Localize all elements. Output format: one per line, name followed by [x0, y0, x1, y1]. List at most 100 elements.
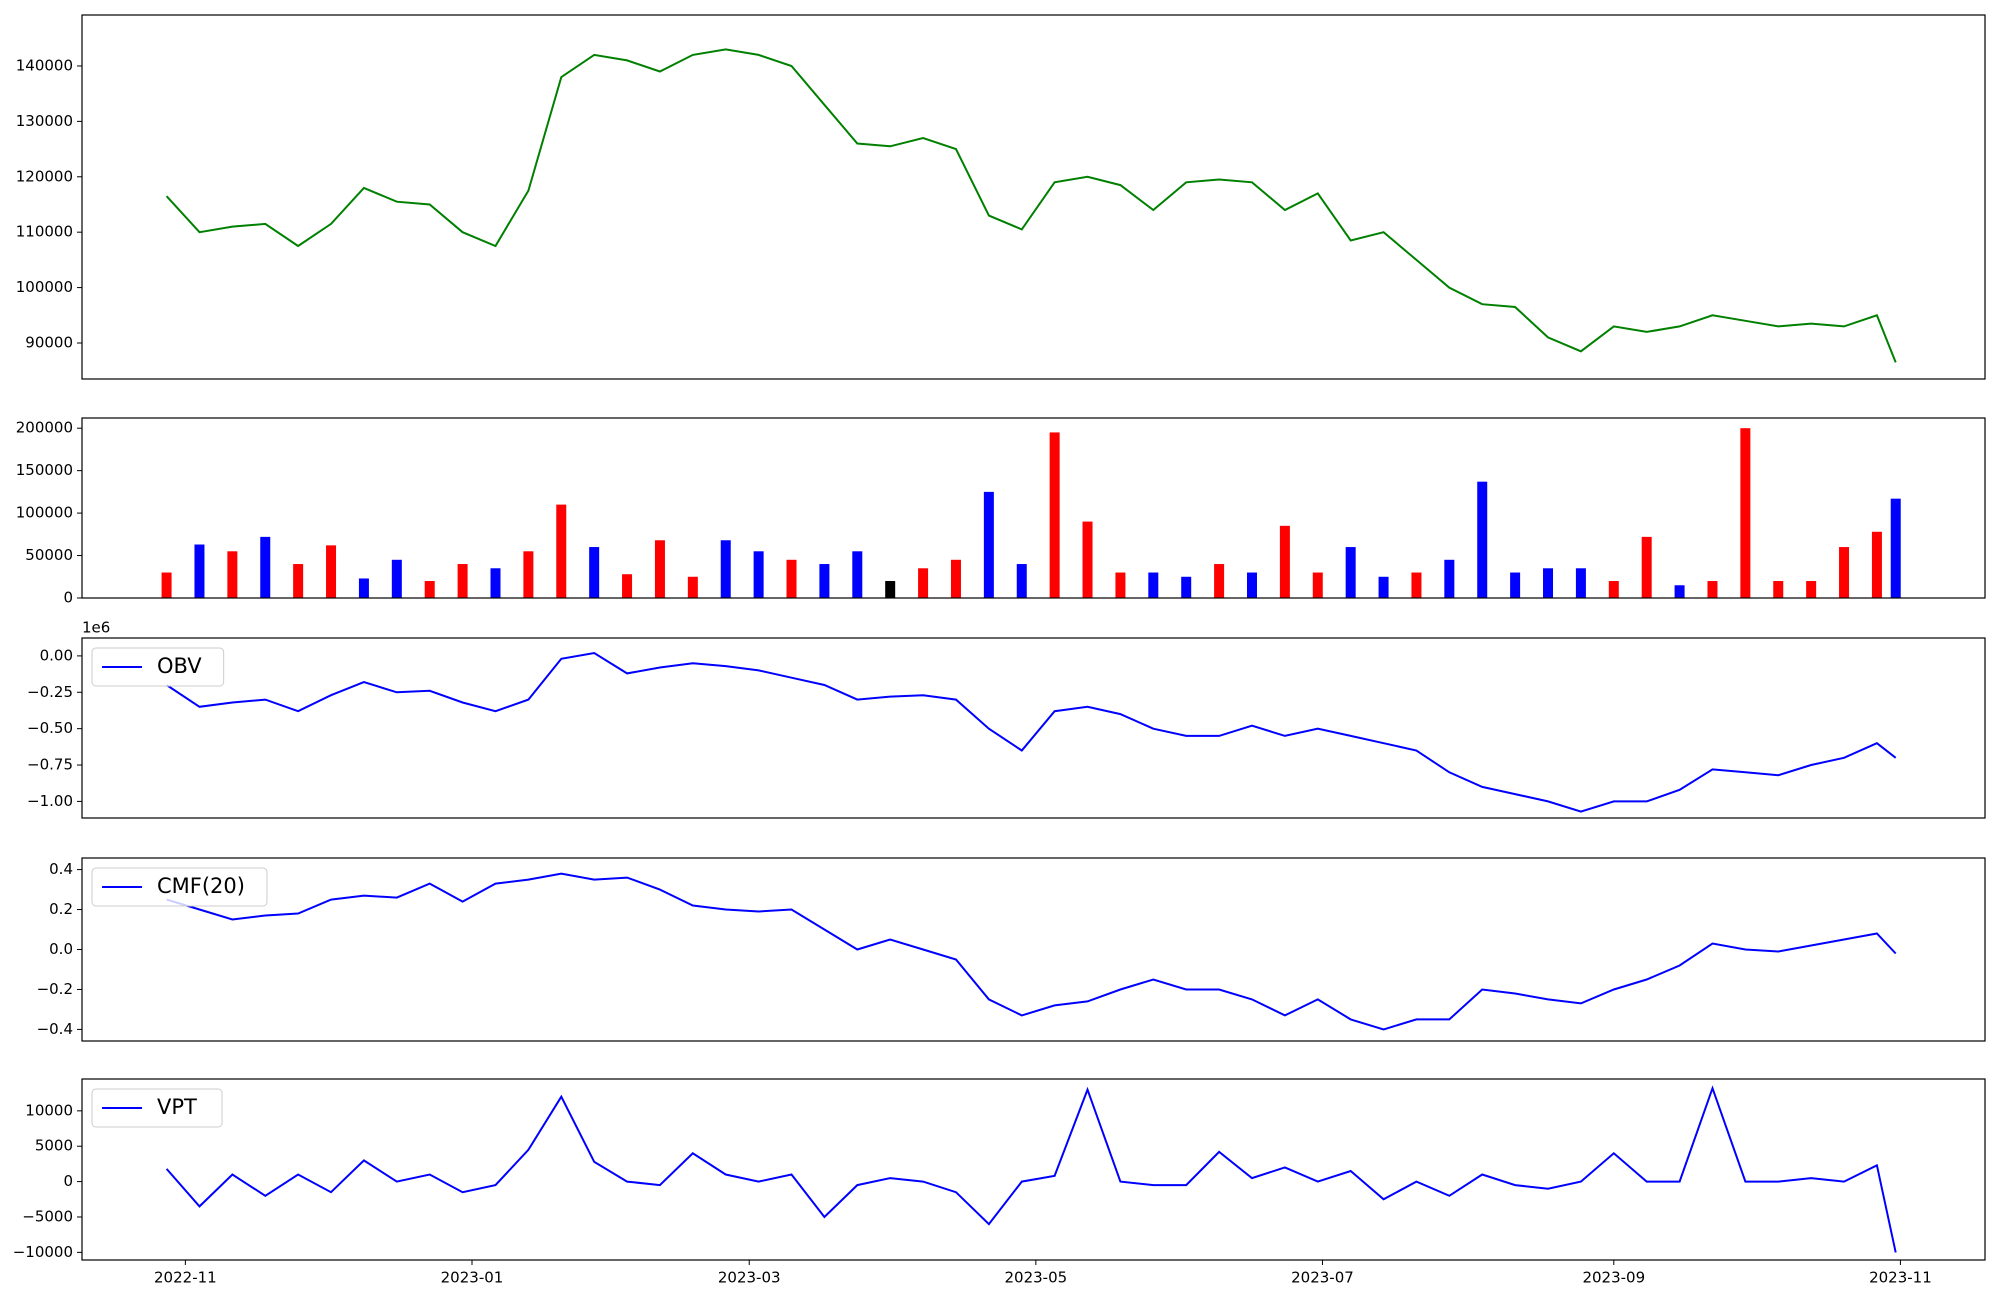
bar	[950, 559, 961, 598]
bar	[326, 545, 337, 598]
line	[165, 48, 1897, 363]
y-tick-label: −0.50	[27, 719, 73, 737]
axes-frame	[81, 857, 1986, 1042]
y-tick-label: 100000	[16, 504, 73, 522]
y-tick-label: 0.0	[49, 940, 73, 958]
bar	[227, 551, 238, 598]
bar	[1510, 572, 1521, 598]
bar	[1148, 572, 1159, 598]
bar	[589, 547, 600, 598]
y-tick-label: −10000	[13, 1243, 73, 1261]
y-tick-label: 150000	[16, 461, 73, 479]
bar	[1575, 568, 1586, 598]
bar	[1444, 559, 1455, 598]
axes-frame	[81, 417, 1986, 599]
line	[165, 1085, 1897, 1253]
y-tick-label: 120000	[16, 167, 73, 185]
bar	[1674, 585, 1685, 598]
bar	[490, 568, 501, 598]
bar	[1773, 581, 1784, 598]
bar	[424, 581, 435, 598]
axes-frame	[81, 1078, 1986, 1261]
bar	[1411, 572, 1422, 598]
legend-label: VPT	[157, 1095, 197, 1119]
y-tick-label: 0	[63, 589, 73, 607]
x-tick-label: 2022-11	[154, 1269, 217, 1287]
bar	[918, 568, 929, 598]
x-tick-label: 2023-01	[441, 1269, 504, 1287]
y-tick-label: 0.4	[49, 860, 73, 878]
y-tick-label: 10000	[25, 1101, 73, 1119]
y-tick-label: −0.2	[37, 980, 73, 998]
bar	[753, 551, 764, 598]
y-tick-label: 0	[63, 1172, 73, 1190]
bar	[161, 572, 172, 598]
bar	[1543, 568, 1554, 598]
y-tick-label: 130000	[16, 112, 73, 130]
bar	[1181, 576, 1192, 598]
x-tick-label: 2023-03	[718, 1269, 781, 1287]
bar	[1345, 547, 1356, 598]
x-tick-label: 2023-07	[1291, 1269, 1354, 1287]
x-tick-label: 2023-09	[1582, 1269, 1645, 1287]
y-tick-label: −0.25	[27, 683, 73, 701]
axes-frame	[81, 637, 1986, 819]
bar	[983, 491, 994, 598]
offset-text: 1e6	[82, 619, 110, 637]
bar	[622, 574, 633, 598]
y-tick-label: 0.2	[49, 900, 73, 918]
bar	[457, 564, 468, 598]
y-tick-label: 110000	[16, 223, 73, 241]
bar	[1740, 428, 1751, 598]
bar	[1016, 564, 1027, 598]
bar	[1477, 481, 1488, 598]
bar	[885, 581, 896, 598]
x-tick-label: 2023-11	[1869, 1269, 1932, 1287]
bar	[1707, 581, 1718, 598]
legend-box	[91, 867, 268, 907]
bar	[260, 536, 271, 598]
legend-label: OBV	[157, 654, 202, 678]
x-tick-label: 2023-05	[1005, 1269, 1068, 1287]
axes-frame	[81, 14, 1986, 380]
bar	[1115, 572, 1126, 598]
bar	[194, 544, 205, 598]
bar	[391, 559, 402, 598]
bar	[1082, 521, 1093, 598]
bar	[1246, 572, 1257, 598]
bar	[1871, 531, 1882, 598]
bar	[1049, 432, 1060, 598]
legend-box	[91, 1088, 223, 1128]
bar	[1279, 525, 1290, 598]
bar	[1839, 547, 1850, 598]
bar	[852, 551, 863, 598]
legend-box	[91, 647, 225, 687]
line	[166, 872, 1897, 1031]
bar	[687, 576, 698, 598]
y-tick-label: 50000	[25, 546, 73, 564]
bar	[654, 540, 665, 598]
y-tick-label: −1.00	[27, 792, 73, 810]
bar	[1312, 572, 1323, 598]
y-tick-label: −0.75	[27, 756, 73, 774]
bar	[523, 551, 534, 598]
y-tick-label: 100000	[16, 278, 73, 296]
bar	[1641, 536, 1652, 598]
bar	[1890, 498, 1901, 598]
y-tick-label: −0.4	[37, 1020, 73, 1038]
y-tick-label: 5000	[35, 1137, 73, 1155]
y-tick-label: −5000	[22, 1207, 73, 1225]
y-tick-label: 0.00	[40, 646, 73, 664]
bar	[786, 559, 797, 598]
bar	[720, 540, 731, 598]
y-tick-label: 140000	[16, 56, 73, 74]
bar	[556, 504, 567, 598]
y-tick-label: 90000	[25, 333, 73, 351]
bar	[1608, 581, 1619, 598]
legend-label: CMF(20)	[157, 874, 245, 898]
y-tick-label: 200000	[16, 419, 73, 437]
bar	[1214, 564, 1225, 598]
bar	[1378, 576, 1389, 598]
bar	[293, 564, 304, 598]
